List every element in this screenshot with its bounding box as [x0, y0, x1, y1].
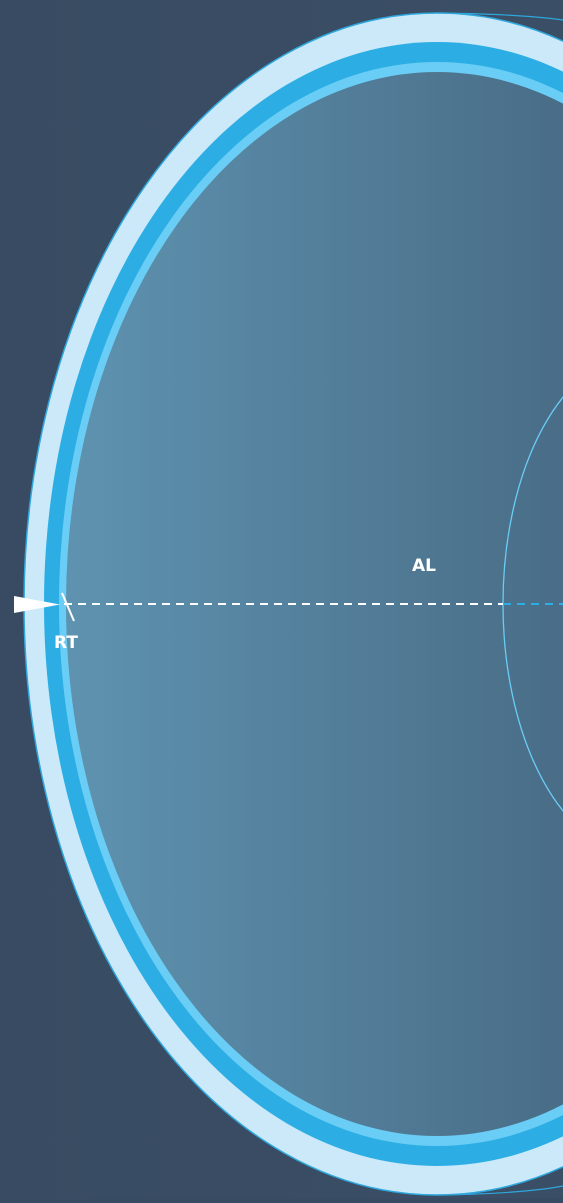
retinal-thickness-tick: [61, 592, 75, 622]
sclera-edge-top: [436, 12, 563, 21]
label-retinal-thickness: RT: [54, 633, 78, 653]
pointer-arrow-icon: [14, 596, 60, 613]
vitreous-body: [66, 72, 563, 1136]
label-axial-length: AL: [412, 556, 436, 576]
sclera-edge-bottom: [436, 1185, 563, 1196]
